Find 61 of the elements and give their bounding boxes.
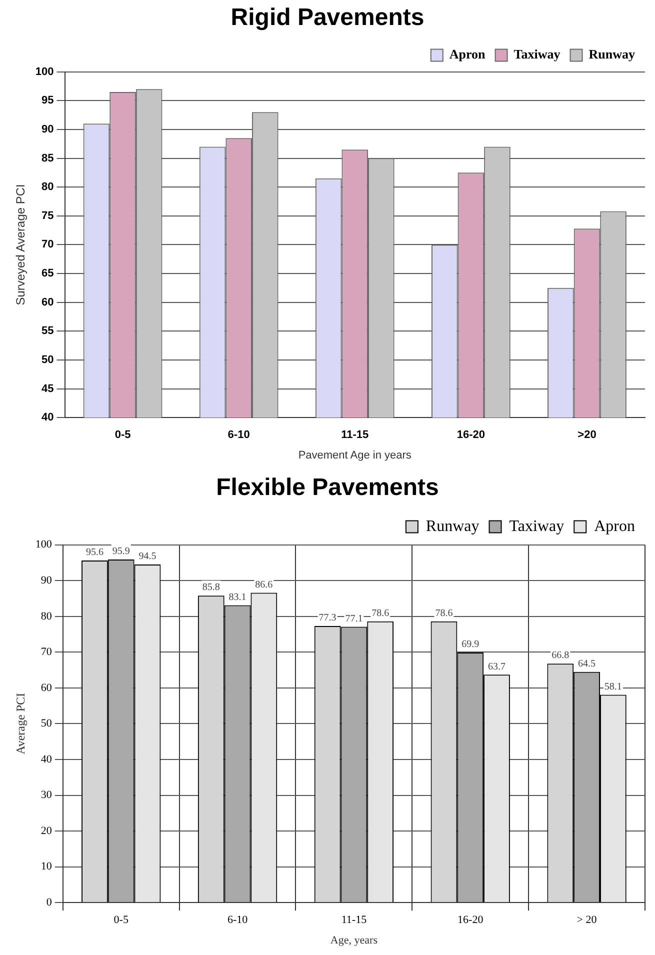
x-tick-label: 11-15: [341, 429, 369, 442]
y-axis-title: Surveyed Average PCI: [14, 184, 28, 306]
y-tick-label: 70: [40, 646, 52, 658]
y-tick-label: 65: [42, 268, 54, 280]
y-tick-label: 0: [46, 896, 52, 908]
y-tick-label: 70: [42, 238, 54, 251]
y-tick-label: 40: [40, 753, 52, 766]
y-tick-label: 80: [42, 181, 54, 194]
data-label: 95.6: [86, 547, 104, 558]
legend-label: Apron: [449, 46, 486, 62]
data-label: 64.5: [578, 658, 596, 670]
data-label: 94.5: [138, 551, 156, 562]
chart-title: Rigid Pavements: [230, 4, 424, 32]
y-tick-label: 100: [35, 538, 52, 551]
x-axis-title: Age, years: [330, 934, 378, 946]
y-tick-label: 75: [42, 210, 54, 222]
data-label: 85.8: [202, 582, 220, 594]
data-label: 95.9: [112, 546, 130, 558]
y-tick-label: 100: [35, 66, 54, 78]
data-label: 77.3: [318, 612, 336, 624]
x-tick-label: 16-20: [456, 429, 485, 442]
legend-label: Runway: [426, 518, 480, 536]
x-axis-title: Pavement Age in years: [298, 449, 412, 462]
x-tick-label: 6-10: [228, 429, 250, 442]
x-tick-label: > 20: [576, 914, 598, 926]
chart-title: Flexible Pavements: [216, 474, 439, 502]
y-tick-label: 95: [42, 94, 54, 107]
x-tick-label: 16-20: [458, 914, 484, 926]
y-tick-label: 90: [42, 123, 54, 136]
data-label: 58.1: [604, 681, 622, 692]
x-tick-label: 0-5: [114, 429, 131, 442]
y-tick-label: 40: [42, 412, 54, 424]
legend-label: Taxiway: [514, 46, 561, 62]
data-label: 83.1: [228, 592, 246, 603]
x-tick-label: 6-10: [227, 914, 248, 926]
x-tick-label: >20: [578, 429, 596, 442]
y-tick-label: 85: [42, 152, 54, 164]
data-label: 78.6: [435, 608, 453, 619]
y-tick-label: 50: [42, 354, 54, 366]
data-label: 77.1: [345, 613, 363, 624]
y-tick-label: 20: [40, 824, 52, 837]
y-tick-label: 55: [42, 325, 54, 338]
data-label: 86.6: [255, 579, 273, 590]
legend-label: Taxiway: [509, 518, 564, 536]
y-axis-title: Average PCI: [13, 692, 28, 754]
y-tick-label: 50: [40, 718, 52, 730]
data-label: 78.6: [372, 608, 390, 619]
y-tick-label: 90: [40, 574, 52, 586]
data-label: 69.9: [462, 639, 480, 650]
x-tick-label: 11-15: [341, 914, 368, 926]
legend-label: Runway: [588, 46, 636, 62]
x-tick-label: 0-5: [114, 914, 129, 926]
legend-label: Apron: [594, 518, 636, 536]
y-tick-label: 10: [40, 860, 52, 873]
y-tick-label: 60: [40, 682, 52, 694]
data-label: 66.8: [552, 650, 570, 662]
y-tick-label: 60: [42, 296, 54, 308]
y-tick-label: 80: [40, 610, 52, 622]
y-tick-label: 45: [42, 382, 54, 395]
data-label: 63.7: [488, 661, 506, 672]
y-tick-label: 30: [40, 789, 52, 802]
